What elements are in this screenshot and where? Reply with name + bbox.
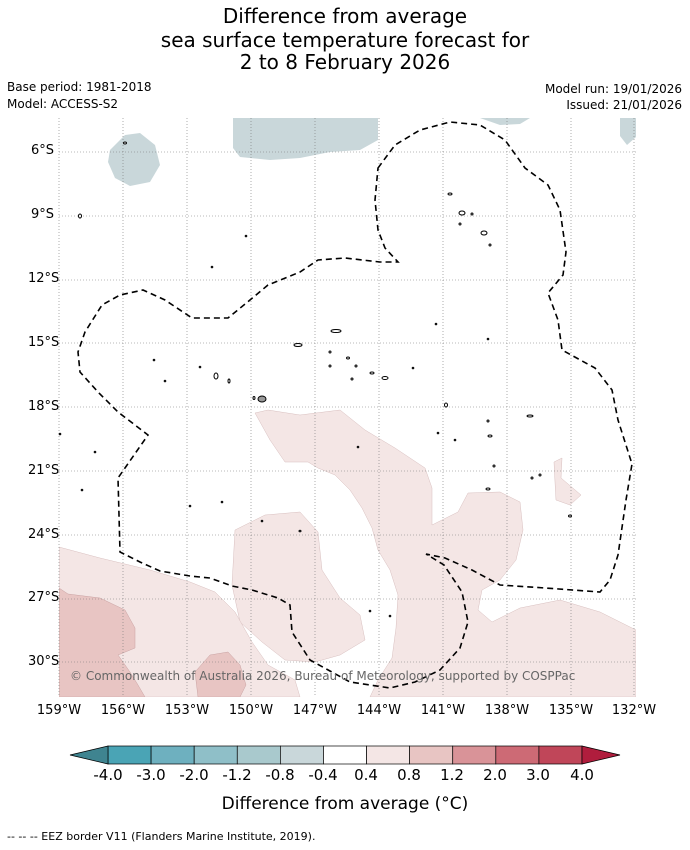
lon-tick-132w: 132°W	[611, 703, 657, 718]
lat-tick-15s: 15°S	[28, 335, 60, 350]
warm-anomaly-patch-stronger	[59, 587, 146, 697]
title-line-1: Difference from average	[222, 4, 468, 28]
lat-tick-24s: 24°S	[28, 527, 60, 542]
cool-anomaly-patch	[480, 118, 530, 125]
sst-anomaly-fields	[59, 118, 636, 697]
warm-anomaly-patch	[553, 457, 582, 506]
colorbar-box	[150, 745, 195, 765]
colorbar-label: 4.0	[570, 766, 594, 784]
lat-tick-30s: 30°S	[28, 654, 60, 669]
lat-tick-6s: 6°S	[30, 143, 54, 158]
colorbar-box	[495, 745, 540, 765]
lat-tick-27s: 27°S	[28, 590, 60, 605]
lon-tick-138w: 138°W	[484, 703, 530, 718]
colorbar-box	[452, 745, 497, 765]
colorbar-over-arrow	[581, 745, 621, 765]
colorbar-label: -0.4	[308, 766, 338, 784]
colorbar-box	[193, 745, 238, 765]
warm-anomaly-patch	[231, 511, 366, 663]
lon-tick-144w: 144°W	[356, 703, 402, 718]
colorbar	[69, 745, 621, 765]
colorbar-label: -3.0	[136, 766, 166, 784]
graticule	[58, 118, 636, 697]
lat-tick-9s: 9°S	[30, 207, 54, 222]
issued-date: Issued: 21/01/2026	[566, 98, 682, 112]
colorbar-box	[280, 745, 324, 765]
model-name: Model: ACCESS-S2	[7, 97, 119, 111]
colorbar-box	[323, 745, 367, 765]
colorbar-label: 3.0	[526, 766, 550, 784]
eez-footnote: -- -- -- EEZ border V11 (Flanders Marine…	[7, 830, 316, 843]
copyright-notice: © Commonwealth of Australia 2026, Bureau…	[70, 669, 576, 683]
colorbar-under-arrow	[69, 745, 109, 765]
colorbar-box	[366, 745, 410, 765]
islands	[58, 141, 572, 618]
model-run: Model run: 19/01/2026	[544, 82, 682, 96]
lat-tick-21s: 21°S	[28, 463, 60, 478]
lon-tick-156w: 156°W	[100, 703, 146, 718]
lat-tick-18s: 18°S	[28, 399, 60, 414]
lon-tick-153w: 153°W	[164, 703, 210, 718]
cool-anomaly-patch	[620, 118, 636, 145]
colorbar-label: 1.2	[440, 766, 464, 784]
lat-tick-12s: 12°S	[28, 271, 60, 286]
colorbar-box	[236, 745, 281, 765]
lon-tick-150w: 150°W	[228, 703, 274, 718]
colorbar-boxes	[107, 745, 583, 765]
lon-tick-147w: 147°W	[292, 703, 338, 718]
warm-anomaly-patch	[254, 409, 636, 697]
title-line-3: 2 to 8 February 2026	[239, 50, 451, 74]
colorbar-label: -0.8	[265, 766, 295, 784]
lon-tick-135w: 135°W	[548, 703, 594, 718]
eez-border	[77, 121, 633, 689]
colorbar-label: -2.0	[179, 766, 209, 784]
warm-anomaly-patch-stronger	[194, 651, 247, 697]
colorbar-box	[409, 745, 454, 765]
title-line-2: sea surface temperature forecast for	[160, 28, 530, 52]
colorbar-label: -4.0	[93, 766, 123, 784]
colorbar-box	[538, 745, 583, 765]
colorbar-label: 0.4	[354, 766, 378, 784]
base-period: Base period: 1981-2018	[7, 80, 152, 94]
cool-anomaly-patch	[233, 118, 378, 160]
colorbar-label: 2.0	[483, 766, 507, 784]
cool-anomaly-patch	[108, 133, 160, 186]
colorbar-box	[107, 745, 152, 765]
lon-tick-159w: 159°W	[36, 703, 82, 718]
colorbar-label: 0.8	[397, 766, 421, 784]
lon-tick-141w: 141°W	[420, 703, 466, 718]
colorbar-title: Difference from average (°C)	[221, 794, 469, 814]
colorbar-label: -1.2	[222, 766, 252, 784]
